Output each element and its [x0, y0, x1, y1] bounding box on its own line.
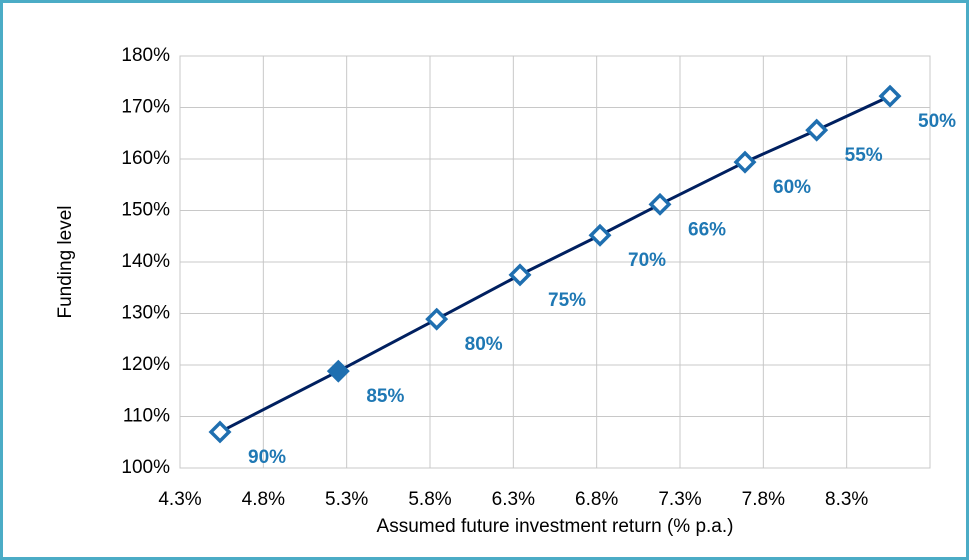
x-tick-label: 7.3% [658, 489, 701, 510]
point-label: 90% [248, 447, 286, 468]
y-tick-label: 120% [121, 354, 170, 375]
x-tick-label: 5.3% [325, 489, 368, 510]
marker [326, 359, 350, 383]
point-label: 80% [465, 334, 503, 355]
marker [805, 118, 829, 142]
x-tick-label: 4.8% [242, 489, 285, 510]
y-tick-label: 170% [121, 97, 170, 118]
point-label: 75% [548, 290, 586, 311]
y-tick-label: 140% [121, 251, 170, 272]
x-tick-label: 8.3% [825, 489, 868, 510]
marker [648, 192, 672, 216]
x-tick-label: 4.3% [158, 489, 201, 510]
y-tick-label: 130% [121, 303, 170, 324]
marker [425, 307, 449, 331]
y-tick-label: 110% [123, 406, 170, 427]
point-label: 85% [366, 386, 404, 407]
y-tick-label: 100% [121, 457, 170, 478]
point-label: 60% [773, 177, 811, 198]
x-tick-label: 5.8% [408, 489, 451, 510]
marker [508, 263, 532, 287]
x-tick-label: 7.8% [742, 489, 785, 510]
point-label: 55% [845, 145, 883, 166]
y-tick-label: 150% [121, 200, 170, 221]
series-line [219, 94, 891, 434]
marker [208, 420, 232, 444]
marker [588, 223, 612, 247]
x-tick-label: 6.8% [575, 489, 618, 510]
x-axis-title: Assumed future investment return (% p.a.… [377, 516, 734, 537]
point-label: 70% [628, 250, 666, 271]
y-axis-title: Funding level [55, 205, 76, 318]
point-label: 66% [688, 219, 726, 240]
plot-frame [179, 55, 931, 469]
point-label: 50% [918, 111, 956, 132]
y-tick-label: 160% [121, 148, 170, 169]
x-tick-label: 6.3% [492, 489, 535, 510]
marker [733, 150, 757, 174]
marker [878, 84, 902, 108]
y-tick-label: 180% [121, 45, 170, 66]
